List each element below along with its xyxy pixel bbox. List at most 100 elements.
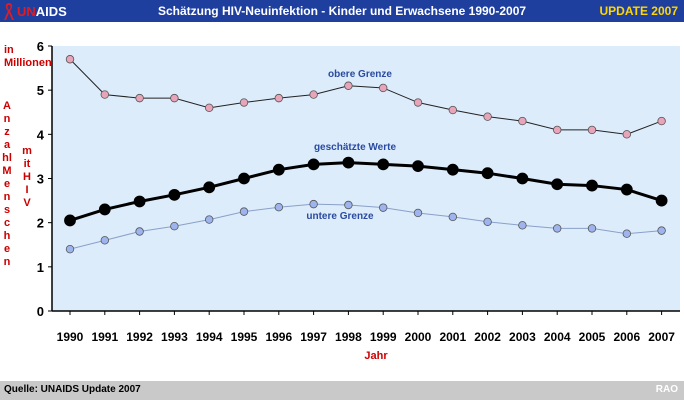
data-point [65, 244, 75, 254]
x-tick-label: 2007 [648, 330, 675, 344]
data-point [170, 221, 179, 231]
source-text: Quelle: UNAIDS Update 2007 [4, 384, 141, 395]
data-point [344, 200, 353, 210]
rao-tag: RAO [655, 384, 678, 395]
data-point [170, 93, 179, 103]
data-point [587, 125, 597, 135]
logo-text-aids: AIDS [35, 3, 67, 19]
data-point [587, 224, 597, 233]
data-point [622, 229, 631, 238]
data-point [238, 172, 250, 185]
x-tick-label: 1992 [126, 330, 153, 344]
y-tick-label: 2 [37, 216, 44, 231]
data-point [446, 163, 459, 176]
data-point [239, 207, 249, 216]
data-point [100, 90, 109, 99]
data-point [309, 90, 318, 99]
x-tick-label: 2002 [474, 330, 501, 344]
data-point [274, 203, 283, 212]
data-point [655, 194, 668, 207]
y-tick-label: 3 [37, 172, 44, 187]
y-tick-label: 6 [37, 39, 44, 54]
y-axis-unit-label: in Millionen [4, 44, 52, 69]
data-point [586, 179, 598, 192]
y-axis-label-main: Anzahl Menschen [2, 100, 12, 268]
data-point [65, 55, 75, 64]
page-title: Schätzung HIV-Neuinfektion - Kinder und … [157, 4, 527, 18]
data-point [377, 158, 390, 171]
data-point [620, 183, 633, 196]
x-tick-label: 1991 [91, 330, 118, 344]
data-point [274, 93, 283, 103]
data-point [657, 226, 666, 235]
data-point [448, 105, 457, 115]
data-point [413, 208, 423, 218]
data-point [413, 98, 423, 107]
data-point [516, 172, 529, 185]
data-point [657, 116, 666, 126]
x-tick-label: 1995 [231, 330, 258, 344]
data-point [168, 188, 181, 201]
data-point [307, 158, 320, 171]
data-point [135, 93, 144, 103]
data-point [412, 160, 424, 173]
x-tick-label: 2003 [509, 330, 536, 344]
series-line-3 [69, 203, 662, 250]
header-bar: UNAIDS Schätzung HIV-Neuinfektion - Kind… [0, 0, 684, 22]
y-axis-label-sub: mit HIV [22, 145, 32, 209]
data-point [481, 167, 494, 180]
red-ribbon-icon [4, 3, 14, 20]
series-label-1: obere Grenze [328, 69, 392, 80]
x-tick-label: 2000 [405, 330, 432, 344]
data-point [309, 199, 318, 209]
data-point [518, 116, 527, 126]
series-label-3: untere Grenze [306, 211, 374, 222]
x-tick-label: 1997 [300, 330, 327, 344]
data-point [379, 83, 388, 93]
data-point [344, 81, 353, 90]
data-point [483, 112, 492, 121]
data-point [342, 156, 355, 169]
data-point [553, 125, 562, 135]
y-tick-label: 0 [37, 304, 44, 319]
data-point [204, 215, 214, 224]
x-tick-label: 1999 [370, 330, 397, 344]
logo-text-un: UN [17, 3, 36, 19]
data-point [203, 181, 216, 194]
data-point [133, 195, 146, 208]
data-point [98, 203, 111, 216]
x-tick-label: 2005 [579, 330, 606, 344]
x-tick-label: 2001 [439, 330, 466, 344]
data-point [135, 227, 144, 236]
unaids-logo: UNAIDS [2, 1, 67, 21]
update-badge: UPDATE 2007 [599, 4, 678, 18]
x-tick-label: 2004 [544, 330, 571, 344]
y-tick-label: 1 [37, 260, 44, 275]
y-tick-label: 5 [37, 83, 44, 98]
plot-area [52, 46, 680, 311]
x-tick-label: 2006 [613, 330, 640, 344]
x-axis-label: Jahr [364, 350, 388, 362]
x-tick-label: 1998 [335, 330, 362, 344]
data-point [204, 103, 214, 113]
data-point [518, 221, 527, 230]
data-point [100, 236, 109, 245]
data-point [483, 217, 492, 226]
data-point [622, 130, 631, 139]
x-tick-label: 1994 [196, 330, 223, 344]
x-tick-label: 1990 [57, 330, 84, 344]
data-point [64, 214, 76, 227]
data-point [239, 98, 249, 107]
data-point [379, 203, 388, 212]
y-tick-label: 4 [37, 127, 45, 142]
data-point [553, 224, 562, 233]
data-point [551, 178, 564, 191]
footer-bar: Quelle: UNAIDS Update 2007 RAO [0, 381, 684, 400]
x-tick-label: 1993 [161, 330, 188, 344]
x-tick-label: 1996 [265, 330, 292, 344]
series-label-2: geschätzte Werte [314, 142, 397, 153]
series-line-1 [69, 58, 662, 135]
data-point [448, 212, 457, 222]
data-point [272, 163, 285, 176]
